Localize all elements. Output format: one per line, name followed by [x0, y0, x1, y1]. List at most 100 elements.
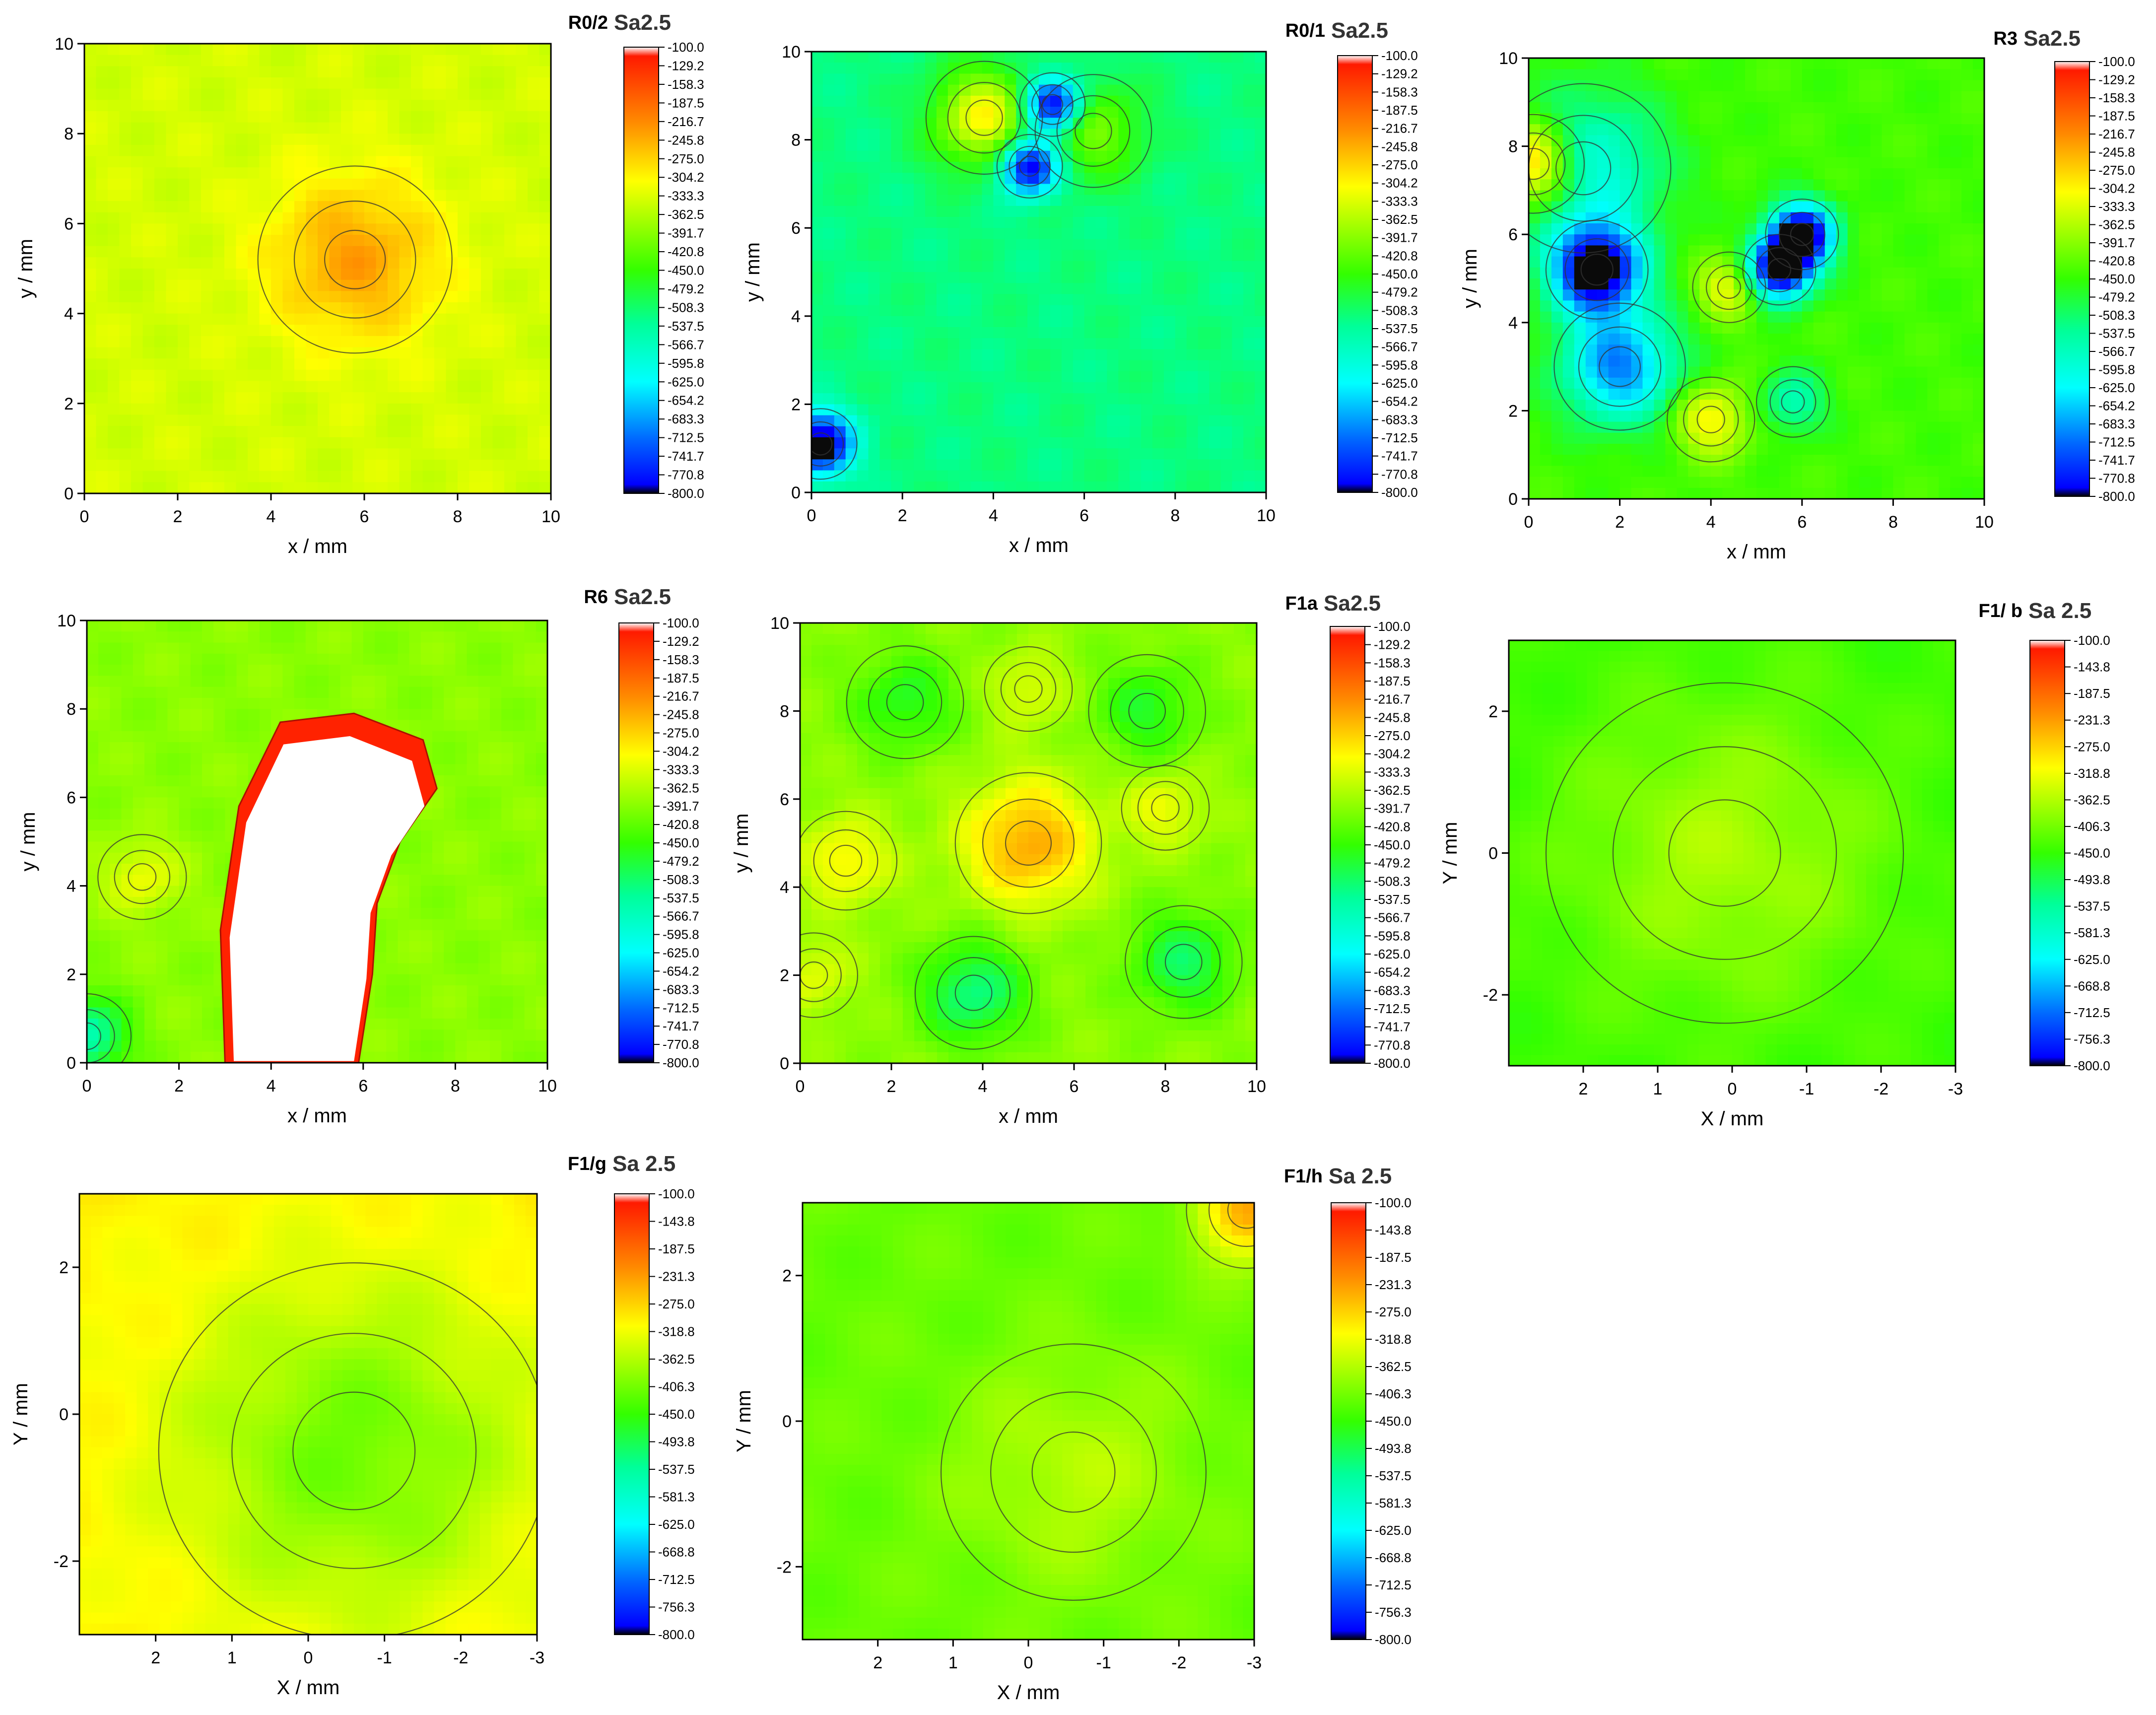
field-cell [1608, 201, 1620, 213]
field-cell [516, 257, 528, 269]
field-cell [959, 150, 971, 162]
field-cell [166, 122, 178, 135]
field-cell [318, 471, 330, 483]
field-cell [1802, 289, 1814, 301]
field-cell [224, 414, 237, 426]
field-cell [1961, 455, 1973, 467]
field-cell [1027, 228, 1039, 240]
field-cell [947, 360, 960, 372]
field-cell [388, 392, 400, 404]
field-cell [1186, 228, 1199, 240]
field-cell [982, 382, 994, 394]
field-cell [364, 246, 377, 258]
field-cell [1893, 80, 1905, 92]
field-cell [469, 44, 481, 56]
field-cell [318, 291, 330, 303]
field-cell [1619, 212, 1632, 224]
field-cell [1859, 311, 1871, 323]
field-cell [1220, 305, 1233, 317]
field-cell [868, 481, 880, 492]
field-cell [1118, 129, 1131, 140]
field-cell [248, 358, 260, 370]
field-cell [1677, 400, 1689, 412]
field-cell [1005, 173, 1017, 185]
field-cell [108, 88, 120, 101]
field-cell [993, 415, 1006, 427]
field-cell [422, 291, 435, 303]
field-cell [925, 261, 937, 273]
field-cell [446, 190, 458, 202]
field-cell [364, 134, 377, 145]
field-cell [271, 279, 283, 292]
field-cell [492, 460, 505, 472]
field-cell [1756, 289, 1768, 301]
field-cell [1619, 487, 1632, 499]
field-cell [845, 184, 858, 196]
field-cell [959, 415, 971, 427]
field-cell [1175, 95, 1187, 107]
field-cell [959, 327, 971, 339]
field-cell [142, 66, 155, 78]
field-cell [936, 404, 948, 416]
field-cell [970, 272, 983, 284]
field-cell [282, 190, 295, 202]
field-cell [1939, 289, 1951, 301]
field-cell [891, 95, 903, 107]
field-cell [902, 239, 914, 251]
field-cell [1107, 327, 1119, 339]
field-cell [982, 150, 994, 162]
field-cell [1973, 245, 1984, 257]
field-cell [1756, 124, 1768, 136]
field-cell [201, 212, 213, 224]
field-cell [1255, 118, 1266, 130]
field-cell [1882, 245, 1894, 257]
field-cell [154, 246, 167, 258]
field-cell [1847, 223, 1860, 235]
field-cell [1540, 400, 1552, 412]
field-cell [434, 122, 447, 135]
field-cell [1562, 146, 1575, 158]
field-cell [959, 228, 971, 240]
field-cell [1756, 455, 1768, 467]
field-cell [422, 448, 435, 460]
field-cell [1095, 272, 1108, 284]
field-cell [1870, 278, 1883, 290]
field-cell [822, 349, 835, 361]
field-cell [469, 111, 481, 123]
field-cell [1152, 118, 1164, 130]
field-cell [891, 272, 903, 284]
field-cell [539, 246, 551, 258]
field-cell [1722, 334, 1734, 345]
field-cell [1186, 437, 1199, 449]
field-cell [376, 77, 388, 89]
field-cell [1209, 294, 1221, 306]
field-cell [1756, 58, 1768, 70]
field-cell [306, 190, 318, 202]
field-cell [458, 448, 470, 460]
field-cell [1904, 245, 1917, 257]
field-cell [516, 246, 528, 258]
field-cell [822, 139, 835, 151]
field-cell [1767, 179, 1780, 191]
field-cell [1198, 95, 1210, 107]
field-cell [947, 217, 960, 229]
colorbar-tick-label: -712.5 [668, 430, 704, 445]
field-cell [936, 393, 948, 405]
field-cell [1016, 239, 1028, 251]
field-cell [178, 336, 190, 348]
field-cell [1756, 179, 1768, 191]
field-cell [178, 144, 190, 157]
field-cell [1152, 107, 1164, 119]
field-cell [1882, 432, 1894, 444]
field-cell [822, 118, 835, 130]
field-cell [834, 107, 846, 119]
field-cell [1790, 69, 1803, 81]
field-cell [845, 349, 858, 361]
field-cell [1802, 344, 1814, 356]
field-cell [154, 347, 167, 359]
field-cell [959, 371, 971, 383]
field-cell [399, 482, 411, 493]
field-cell [399, 100, 411, 112]
field-cell [1118, 118, 1131, 130]
